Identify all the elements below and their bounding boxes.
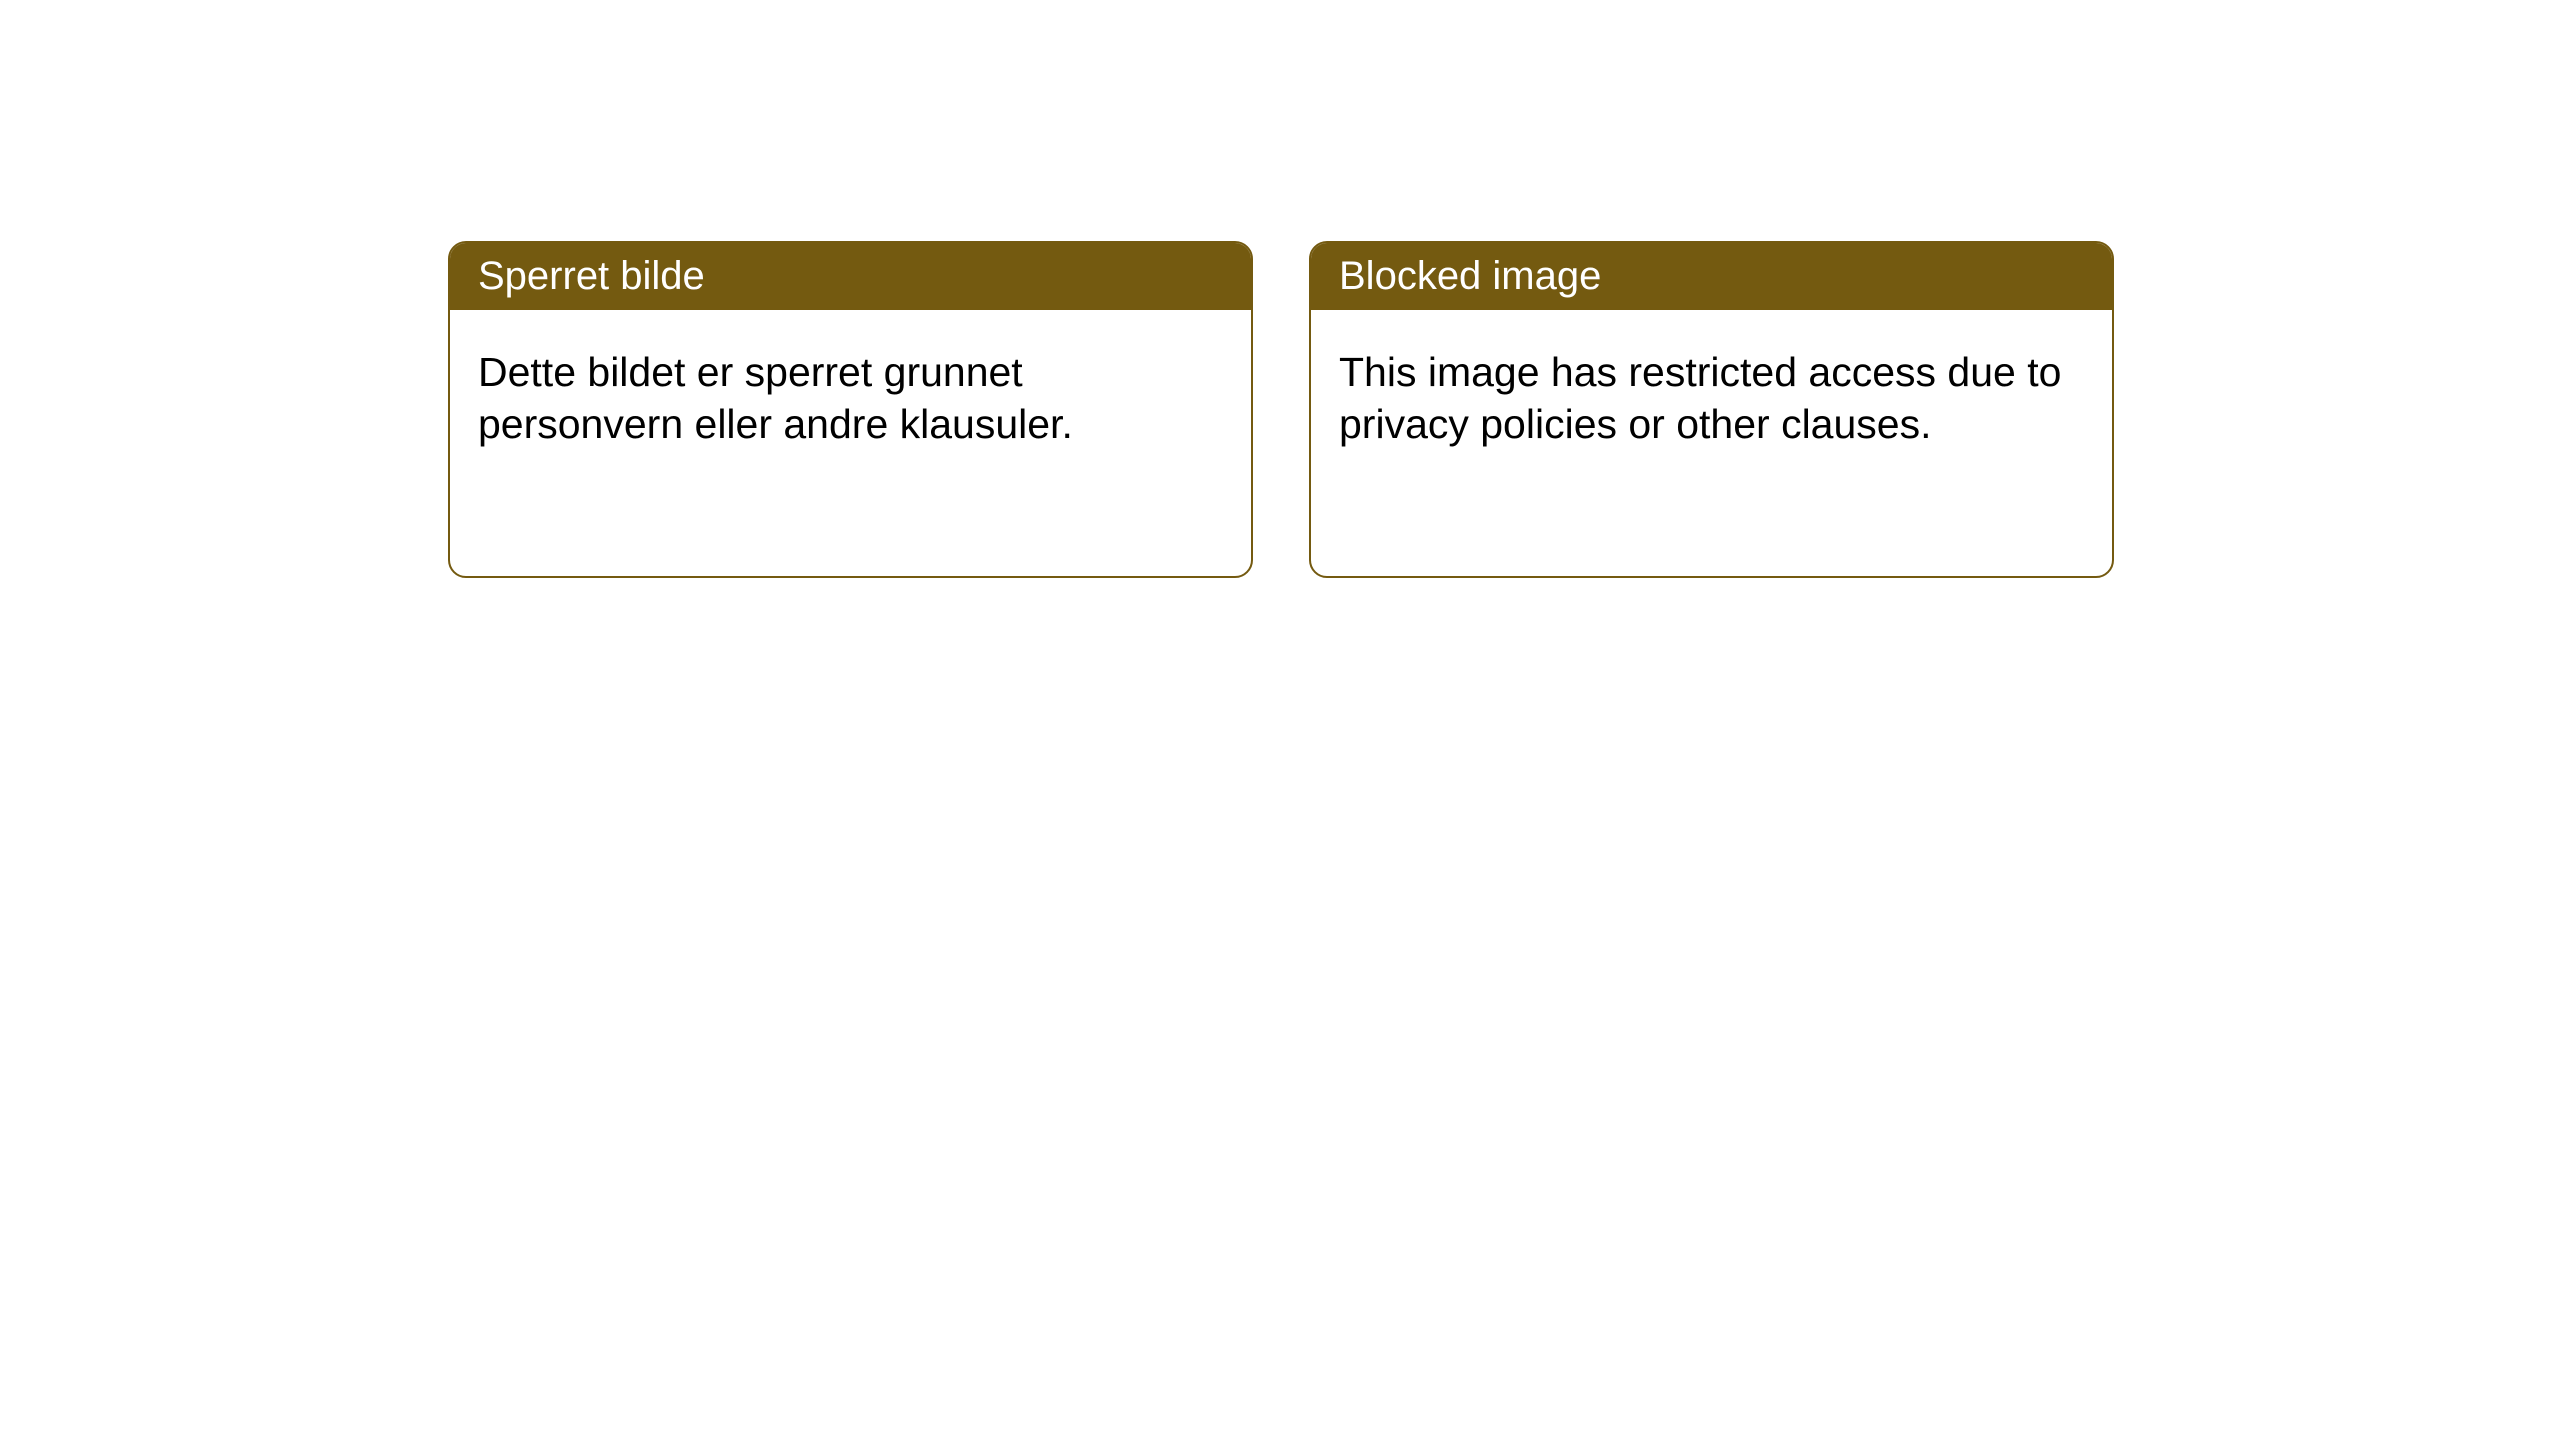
notice-card-english: Blocked image This image has restricted …: [1309, 241, 2114, 578]
card-body: Dette bildet er sperret grunnet personve…: [450, 310, 1251, 487]
notice-container: Sperret bilde Dette bildet er sperret gr…: [0, 0, 2560, 578]
card-body-text: This image has restricted access due to …: [1339, 349, 2061, 447]
card-header: Sperret bilde: [450, 243, 1251, 310]
card-header: Blocked image: [1311, 243, 2112, 310]
card-body-text: Dette bildet er sperret grunnet personve…: [478, 349, 1073, 447]
card-title: Blocked image: [1339, 254, 1601, 298]
notice-card-norwegian: Sperret bilde Dette bildet er sperret gr…: [448, 241, 1253, 578]
card-body: This image has restricted access due to …: [1311, 310, 2112, 487]
card-title: Sperret bilde: [478, 254, 705, 298]
